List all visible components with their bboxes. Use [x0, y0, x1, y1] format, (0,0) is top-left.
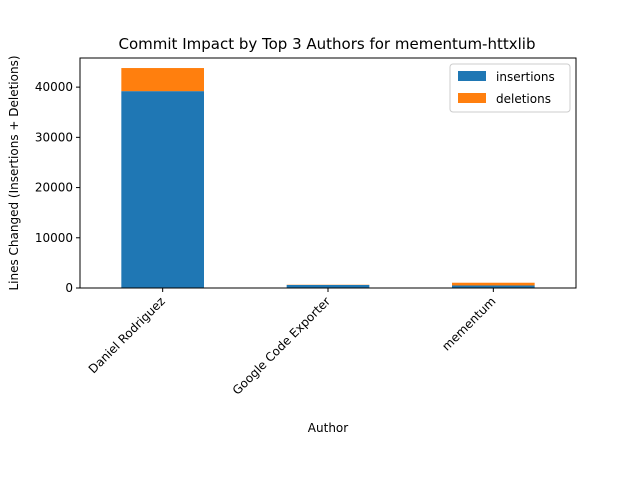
legend-swatch-insertions	[458, 71, 486, 81]
y-tick-label: 0	[65, 281, 73, 295]
y-axis-label: Lines Changed (Insertions + Deletions)	[7, 55, 21, 290]
legend-swatch-deletions	[458, 93, 486, 103]
y-tick-label: 10000	[35, 231, 73, 245]
y-tick-label: 40000	[35, 80, 73, 94]
y-tick-label: 20000	[35, 181, 73, 195]
x-axis: Daniel Rodriguez Google Code Exporter meme…	[86, 288, 498, 398]
bar-deletions-0	[121, 68, 204, 92]
chart-title: Commit Impact by Top 3 Authors for memen…	[119, 35, 536, 53]
bar-insertions-1	[286, 284, 370, 288]
legend-label-insertions: insertions	[496, 70, 555, 84]
legend: insertions deletions	[449, 63, 571, 113]
x-tick-label: mementum	[439, 294, 498, 353]
x-axis-label: Author	[308, 421, 348, 435]
x-tick-label: Google Code Exporter	[230, 294, 333, 397]
x-tick-label: Daniel Rodriguez	[86, 294, 168, 376]
legend-label-deletions: deletions	[496, 92, 551, 106]
bar-deletions-2	[452, 282, 535, 286]
bar-insertions-2	[452, 285, 535, 288]
y-tick-label: 30000	[35, 130, 73, 144]
bars-group	[121, 68, 535, 288]
y-axis: 0 10000 20000 30000 40000	[35, 80, 80, 295]
bar-insertions-0	[121, 91, 204, 288]
